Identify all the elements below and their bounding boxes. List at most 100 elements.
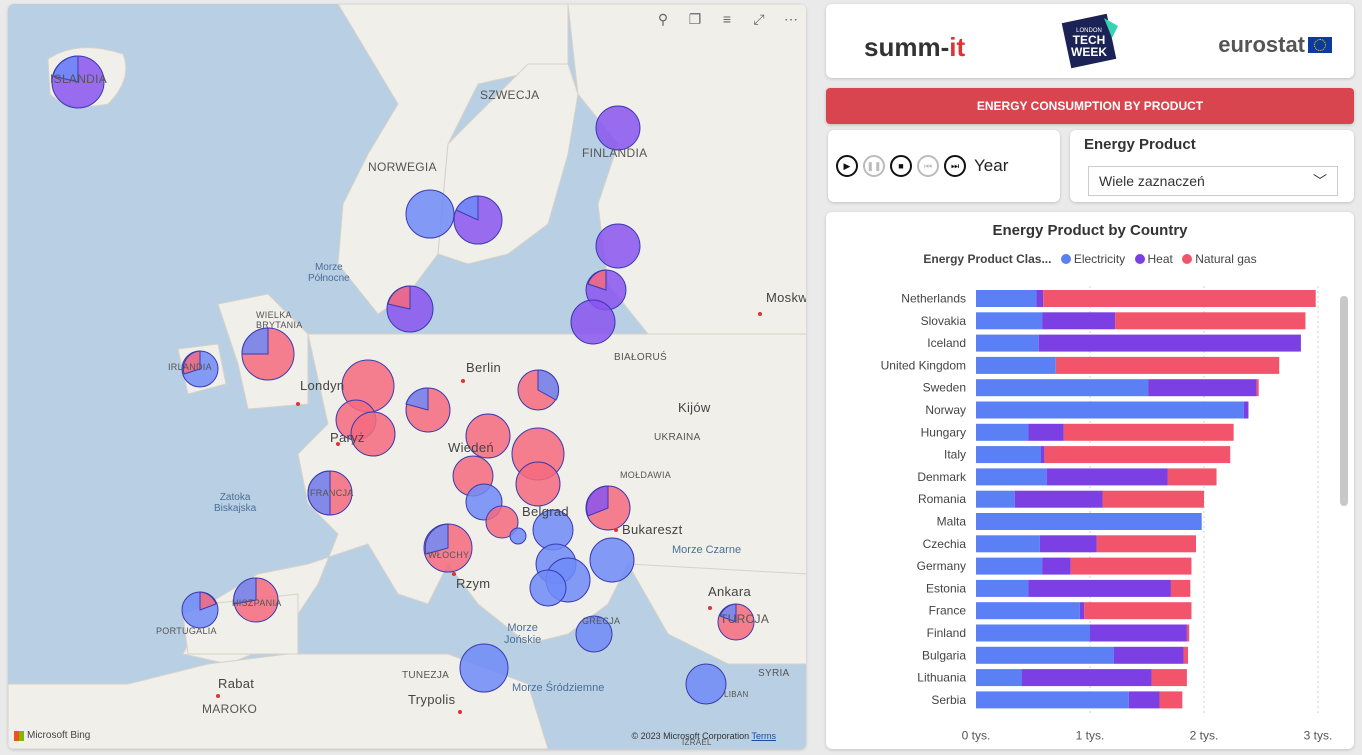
category-label: Iceland xyxy=(927,336,966,350)
bar-segment[interactable] xyxy=(1115,312,1306,330)
eu-flag-icon xyxy=(1308,37,1332,53)
bar-segment[interactable] xyxy=(1042,312,1116,330)
eurostat-logo: eurostat xyxy=(1218,32,1332,58)
bar-segment[interactable] xyxy=(1070,557,1192,575)
bar-segment[interactable] xyxy=(976,557,1043,575)
map-label-moldova: MOŁDAWIA xyxy=(620,470,672,480)
bar-segment[interactable] xyxy=(1044,446,1231,464)
chart-title: Energy Product by Country xyxy=(992,222,1188,239)
bar-segment[interactable] xyxy=(976,535,1040,553)
map-label-lebanon: LIBAN xyxy=(724,690,749,699)
category-label: Norway xyxy=(925,403,966,417)
bar-segment[interactable] xyxy=(976,356,1056,374)
next-icon[interactable]: ⏭ xyxy=(944,155,966,177)
map-label-paris: Paryż xyxy=(330,430,365,445)
bar-segment[interactable] xyxy=(976,290,1037,307)
bar-segment[interactable] xyxy=(1186,624,1190,642)
legend-electricity[interactable]: Electricity xyxy=(1073,252,1126,266)
chart-plot: 0 tys. 1 tys. 2 tys. 3 tys. Netherlands Slova… xyxy=(881,286,1332,743)
bing-attribution: Microsoft Bing xyxy=(14,730,90,741)
bar-segment[interactable] xyxy=(1159,691,1183,709)
bar-segment[interactable] xyxy=(976,423,1029,441)
map-label-mediterranean: Morze Śródziemne xyxy=(512,682,605,694)
bar-segment[interactable] xyxy=(976,513,1202,530)
bar-segment[interactable] xyxy=(976,490,1015,508)
bar-segment[interactable] xyxy=(1039,535,1097,553)
bar-segment[interactable] xyxy=(976,312,1043,330)
bar-segment[interactable] xyxy=(1183,646,1189,664)
bar-segment[interactable] xyxy=(976,379,1149,397)
map-label-ireland: IRLANDIA xyxy=(168,362,212,372)
bar-segment[interactable] xyxy=(1042,557,1071,575)
more-icon[interactable]: ⋯ xyxy=(784,11,798,27)
slicer-value: Wiele zaznaczeń xyxy=(1099,173,1205,189)
chevron-down-icon: ﹀ xyxy=(1313,173,1327,189)
page-title: ENERGY CONSUMPTION BY PRODUCT xyxy=(826,88,1354,124)
map-visual[interactable]: ISLANDIA SZWECJA NORWEGIA FINLANDIA Morz… xyxy=(8,4,806,749)
legend-natural-gas[interactable]: Natural gas xyxy=(1195,252,1257,266)
chart-legend: Energy Product Clas... Electricity Heat … xyxy=(826,252,1354,266)
bar-segment[interactable] xyxy=(1043,290,1316,307)
bar-segment[interactable] xyxy=(1040,446,1045,464)
bar-segment[interactable] xyxy=(976,646,1114,664)
map-label-portugal: PORTUGALIA xyxy=(156,626,217,636)
slicer-dropdown[interactable]: Wiele zaznaczeń ﹀ xyxy=(1088,166,1338,196)
copy-icon[interactable]: ❐ xyxy=(688,11,702,27)
bar-chart-visual[interactable]: Energy Product by Country Energy Product… xyxy=(826,212,1354,749)
category-label: Malta xyxy=(937,515,967,529)
bar-segment[interactable] xyxy=(1243,401,1249,419)
bar-segment[interactable] xyxy=(976,579,1029,597)
map-label-morocco: MAROKO xyxy=(202,702,258,716)
bar-segment[interactable] xyxy=(1055,356,1280,374)
map-label-israel: IZRAEL xyxy=(682,738,712,747)
bar-segment[interactable] xyxy=(976,401,1244,419)
bar-segment[interactable] xyxy=(1151,669,1187,687)
focus-icon[interactable]: ⤢ xyxy=(753,11,765,27)
map-label-ukraine: UKRAINA xyxy=(654,432,701,443)
map-label-tunisia: TUNEZJA xyxy=(402,670,450,681)
bar-segment[interactable] xyxy=(1038,334,1301,352)
category-label: Serbia xyxy=(931,693,966,707)
bar-segment[interactable] xyxy=(976,669,1022,687)
bar-segment[interactable] xyxy=(976,334,1039,352)
bar-segment[interactable] xyxy=(1014,490,1103,508)
bar-segment[interactable] xyxy=(1084,602,1192,620)
pin-icon[interactable]: ⚲ xyxy=(657,11,669,27)
map-label-norway: NORWEGIA xyxy=(368,160,437,174)
bar-segment[interactable] xyxy=(976,691,1129,709)
map-label-rabat: Rabat xyxy=(218,676,255,691)
bar-segment[interactable] xyxy=(1063,423,1234,441)
terms-link[interactable]: Terms xyxy=(751,731,777,741)
bar-segment[interactable] xyxy=(1090,624,1187,642)
filter-icon[interactable]: ≡ xyxy=(722,11,732,27)
microsoft-logo-icon xyxy=(14,730,24,741)
bar-segment[interactable] xyxy=(1046,468,1168,486)
bar-segment[interactable] xyxy=(976,624,1090,642)
play-icon[interactable]: ▶ xyxy=(836,155,858,177)
bar-segment[interactable] xyxy=(1028,423,1064,441)
bar-segment[interactable] xyxy=(1102,490,1204,508)
bar-segment[interactable] xyxy=(1021,669,1152,687)
category-label: Italy xyxy=(944,448,966,462)
map-label-london: Londyn xyxy=(300,378,345,393)
legend-heat[interactable]: Heat xyxy=(1147,252,1173,266)
bar-segment[interactable] xyxy=(1170,579,1191,597)
bar-segment[interactable] xyxy=(1113,646,1184,664)
visual-header: ⚲ ❐ ≡ ⤢ ⋯ xyxy=(654,10,800,28)
bar-segment[interactable] xyxy=(976,446,1041,464)
map-label-ionian: Morze Jońskie xyxy=(504,622,542,646)
bar-segment[interactable] xyxy=(1096,535,1197,553)
bar-segment[interactable] xyxy=(1167,468,1217,486)
bar-segment[interactable] xyxy=(1079,602,1085,620)
chart-scrollbar[interactable] xyxy=(1340,296,1348,506)
bar-segment[interactable] xyxy=(1028,579,1171,597)
stop-icon[interactable]: ■ xyxy=(890,155,912,177)
category-label: Romania xyxy=(918,492,966,506)
map-label-belarus: BIAŁORUŚ xyxy=(614,352,667,363)
bar-segment[interactable] xyxy=(1128,691,1160,709)
bar-segment[interactable] xyxy=(1256,379,1259,397)
bar-segment[interactable] xyxy=(976,468,1047,486)
bar-segment[interactable] xyxy=(976,602,1080,620)
bar-segment[interactable] xyxy=(1148,379,1257,397)
bar-segment[interactable] xyxy=(1036,290,1044,307)
